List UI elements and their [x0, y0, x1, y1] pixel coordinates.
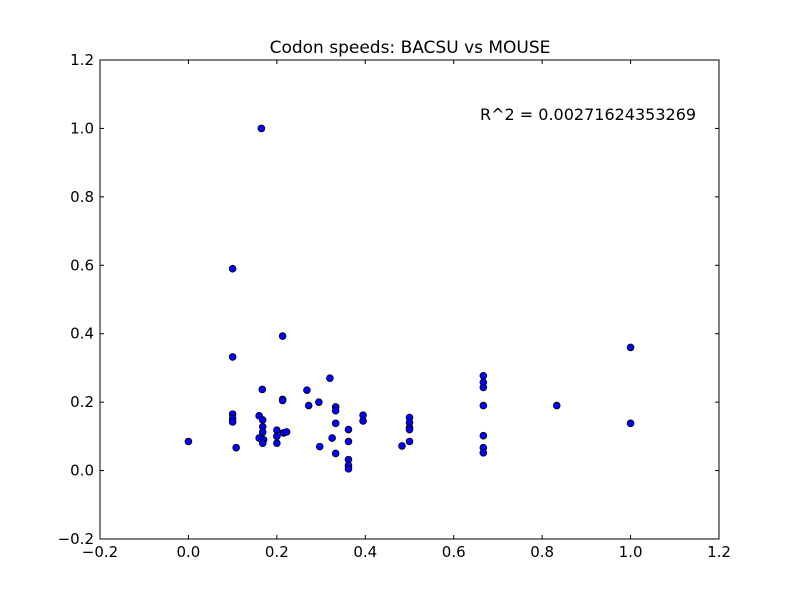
data-point — [328, 434, 336, 442]
data-points — [184, 124, 635, 473]
data-point — [405, 425, 414, 434]
y-tick-label: 1.0 — [70, 119, 94, 137]
data-point — [479, 448, 488, 457]
y-tick-label: −0.2 — [58, 530, 94, 548]
y-tick-label: 0.8 — [70, 188, 94, 206]
data-point — [184, 437, 193, 446]
data-point — [273, 432, 281, 441]
data-point — [479, 431, 488, 440]
data-point — [552, 401, 561, 410]
data-point — [344, 465, 353, 473]
data-point — [479, 401, 488, 410]
data-point — [479, 371, 488, 380]
data-point — [258, 428, 267, 437]
x-tick-label: 0.2 — [265, 543, 289, 561]
data-point — [359, 417, 367, 425]
data-point — [258, 416, 267, 424]
data-point — [344, 437, 353, 446]
data-point — [479, 383, 488, 392]
y-tick-label: 0.4 — [70, 325, 94, 343]
data-point — [258, 385, 267, 394]
data-point — [315, 442, 324, 451]
x-tick-label: 0.4 — [353, 543, 377, 561]
data-point — [228, 264, 237, 273]
data-point — [304, 401, 313, 410]
data-point — [626, 419, 635, 428]
data-point — [626, 343, 635, 352]
data-point — [257, 124, 266, 133]
data-point — [273, 439, 281, 448]
data-point — [331, 449, 340, 458]
data-point — [303, 386, 311, 394]
data-point — [258, 439, 267, 448]
data-point — [228, 418, 237, 426]
data-point — [326, 374, 334, 382]
data-point — [282, 428, 291, 436]
axis-ticks: −0.2 0.0 0.2 0.4 0.6 0.8 1.0 1.2 −0.2 0.0 0.2 0.4 0.… — [58, 51, 731, 561]
data-point — [398, 442, 406, 450]
r-squared-annotation: R^2 = 0.00271624353269 — [480, 105, 696, 124]
data-point — [331, 419, 340, 428]
x-tick-label: 1.0 — [619, 543, 643, 561]
x-tick-label: 0.8 — [530, 543, 554, 561]
x-tick-label: 1.2 — [707, 543, 731, 561]
data-point — [278, 332, 287, 340]
chart-title: Codon speeds: BACSU vs MOUSE — [270, 38, 551, 58]
plot-area — [99, 59, 720, 540]
data-point — [331, 406, 340, 415]
x-tick-label: 0.6 — [442, 543, 466, 561]
data-point — [405, 437, 414, 446]
y-tick-label: 1.2 — [70, 51, 94, 69]
x-tick-label: −0.2 — [82, 543, 118, 561]
data-point — [344, 425, 353, 434]
y-tick-label: 0.0 — [70, 462, 94, 480]
data-point — [232, 443, 240, 452]
y-tick-label: 0.2 — [70, 393, 94, 411]
y-tick-label: 0.6 — [70, 256, 94, 274]
data-point — [228, 353, 237, 361]
data-point — [278, 396, 287, 405]
data-point — [315, 398, 323, 406]
x-tick-label: 0.0 — [176, 543, 200, 561]
